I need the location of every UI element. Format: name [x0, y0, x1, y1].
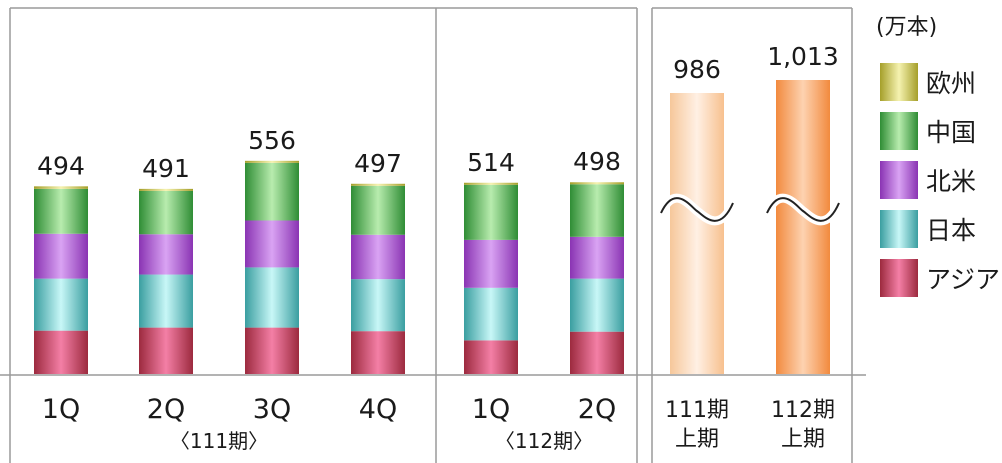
bar-segment-中国: [245, 162, 299, 221]
legend-label: 日本: [926, 216, 976, 245]
panel-frames: [0, 7, 866, 463]
bar-segment-中国: [139, 190, 193, 235]
legend-swatch: [880, 210, 918, 248]
bar-segment-日本: [34, 278, 88, 331]
bar-segment-アジア: [34, 330, 88, 374]
bar-segment-北米: [139, 234, 193, 275]
bar-segment-欧州: [464, 182, 518, 185]
bar-segment-北米: [464, 239, 518, 288]
bar-segment-中国: [570, 184, 624, 237]
bar-segment-中国: [351, 185, 405, 235]
x-tick-label: 1Q: [472, 394, 510, 425]
x-tick-label: 1Q: [42, 394, 80, 425]
bar-segment-日本: [245, 267, 299, 328]
halfyear-total-label: 986: [673, 55, 721, 84]
halfyear-category-label: 111期: [665, 398, 729, 423]
bar-segment-アジア: [570, 331, 624, 374]
legend-swatch: [880, 63, 918, 101]
bar-segment-中国: [464, 184, 518, 240]
halfyear-category-sublabel: 上期: [781, 427, 825, 452]
bars-layer: [34, 80, 844, 374]
bar-segment-日本: [139, 274, 193, 328]
halfyear-bar: [776, 80, 830, 374]
group-label: 〈112期〉: [495, 429, 593, 453]
bar-total-label: 514: [467, 148, 515, 177]
axis-break-wave: [766, 197, 840, 222]
bar-total-label: 498: [573, 147, 621, 176]
x-tick-label: 2Q: [578, 394, 616, 425]
bar-segment-欧州: [351, 183, 405, 186]
halfyear-category-label: 112期: [771, 398, 835, 423]
halfyear-category-sublabel: 上期: [675, 427, 719, 452]
bar-segment-アジア: [139, 327, 193, 374]
bar-segment-欧州: [139, 188, 193, 191]
bar-segment-アジア: [245, 327, 299, 374]
legend-label: 欧州: [926, 69, 976, 98]
bar-segment-北米: [570, 236, 624, 279]
bar-segment-欧州: [34, 186, 88, 189]
bar-segment-北米: [34, 233, 88, 279]
bar-segment-北米: [351, 234, 405, 280]
bar-segment-北米: [245, 220, 299, 268]
halfyear-bar: [670, 93, 724, 374]
bar-total-label: 497: [354, 149, 402, 178]
legend-swatch: [880, 112, 918, 150]
bar-segment-中国: [34, 188, 88, 234]
bar-total-label: 491: [142, 154, 190, 183]
group-label: 〈111期〉: [170, 429, 268, 453]
bar-segment-欧州: [570, 182, 624, 185]
legend-label: アジア: [926, 265, 1000, 294]
bar-segment-日本: [464, 287, 518, 341]
axis-break-wave: [660, 197, 734, 222]
bar-segment-アジア: [351, 331, 405, 374]
bar-segment-日本: [570, 278, 624, 332]
legend-swatch: [880, 161, 918, 199]
x-tick-label: 4Q: [359, 394, 397, 425]
bar-segment-日本: [351, 279, 405, 332]
legend-label: 中国: [926, 118, 976, 147]
bar-total-label: 556: [248, 126, 296, 155]
x-tick-label: 2Q: [147, 394, 185, 425]
legend-label: 北米: [926, 167, 976, 196]
legend-swatch: [880, 259, 918, 297]
bar-total-label: 494: [37, 151, 85, 180]
halfyear-total-label: 1,013: [767, 42, 839, 71]
bar-segment-アジア: [464, 340, 518, 374]
labels-layer: 494 1Q 491 2Q 556 3Q 497 4Q 〈111期〉 514 1Q 498 2Q 〈112…: [37, 42, 839, 453]
x-tick-label: 3Q: [253, 394, 291, 425]
unit-label: (万本): [876, 15, 937, 40]
bar-segment-欧州: [245, 160, 299, 163]
